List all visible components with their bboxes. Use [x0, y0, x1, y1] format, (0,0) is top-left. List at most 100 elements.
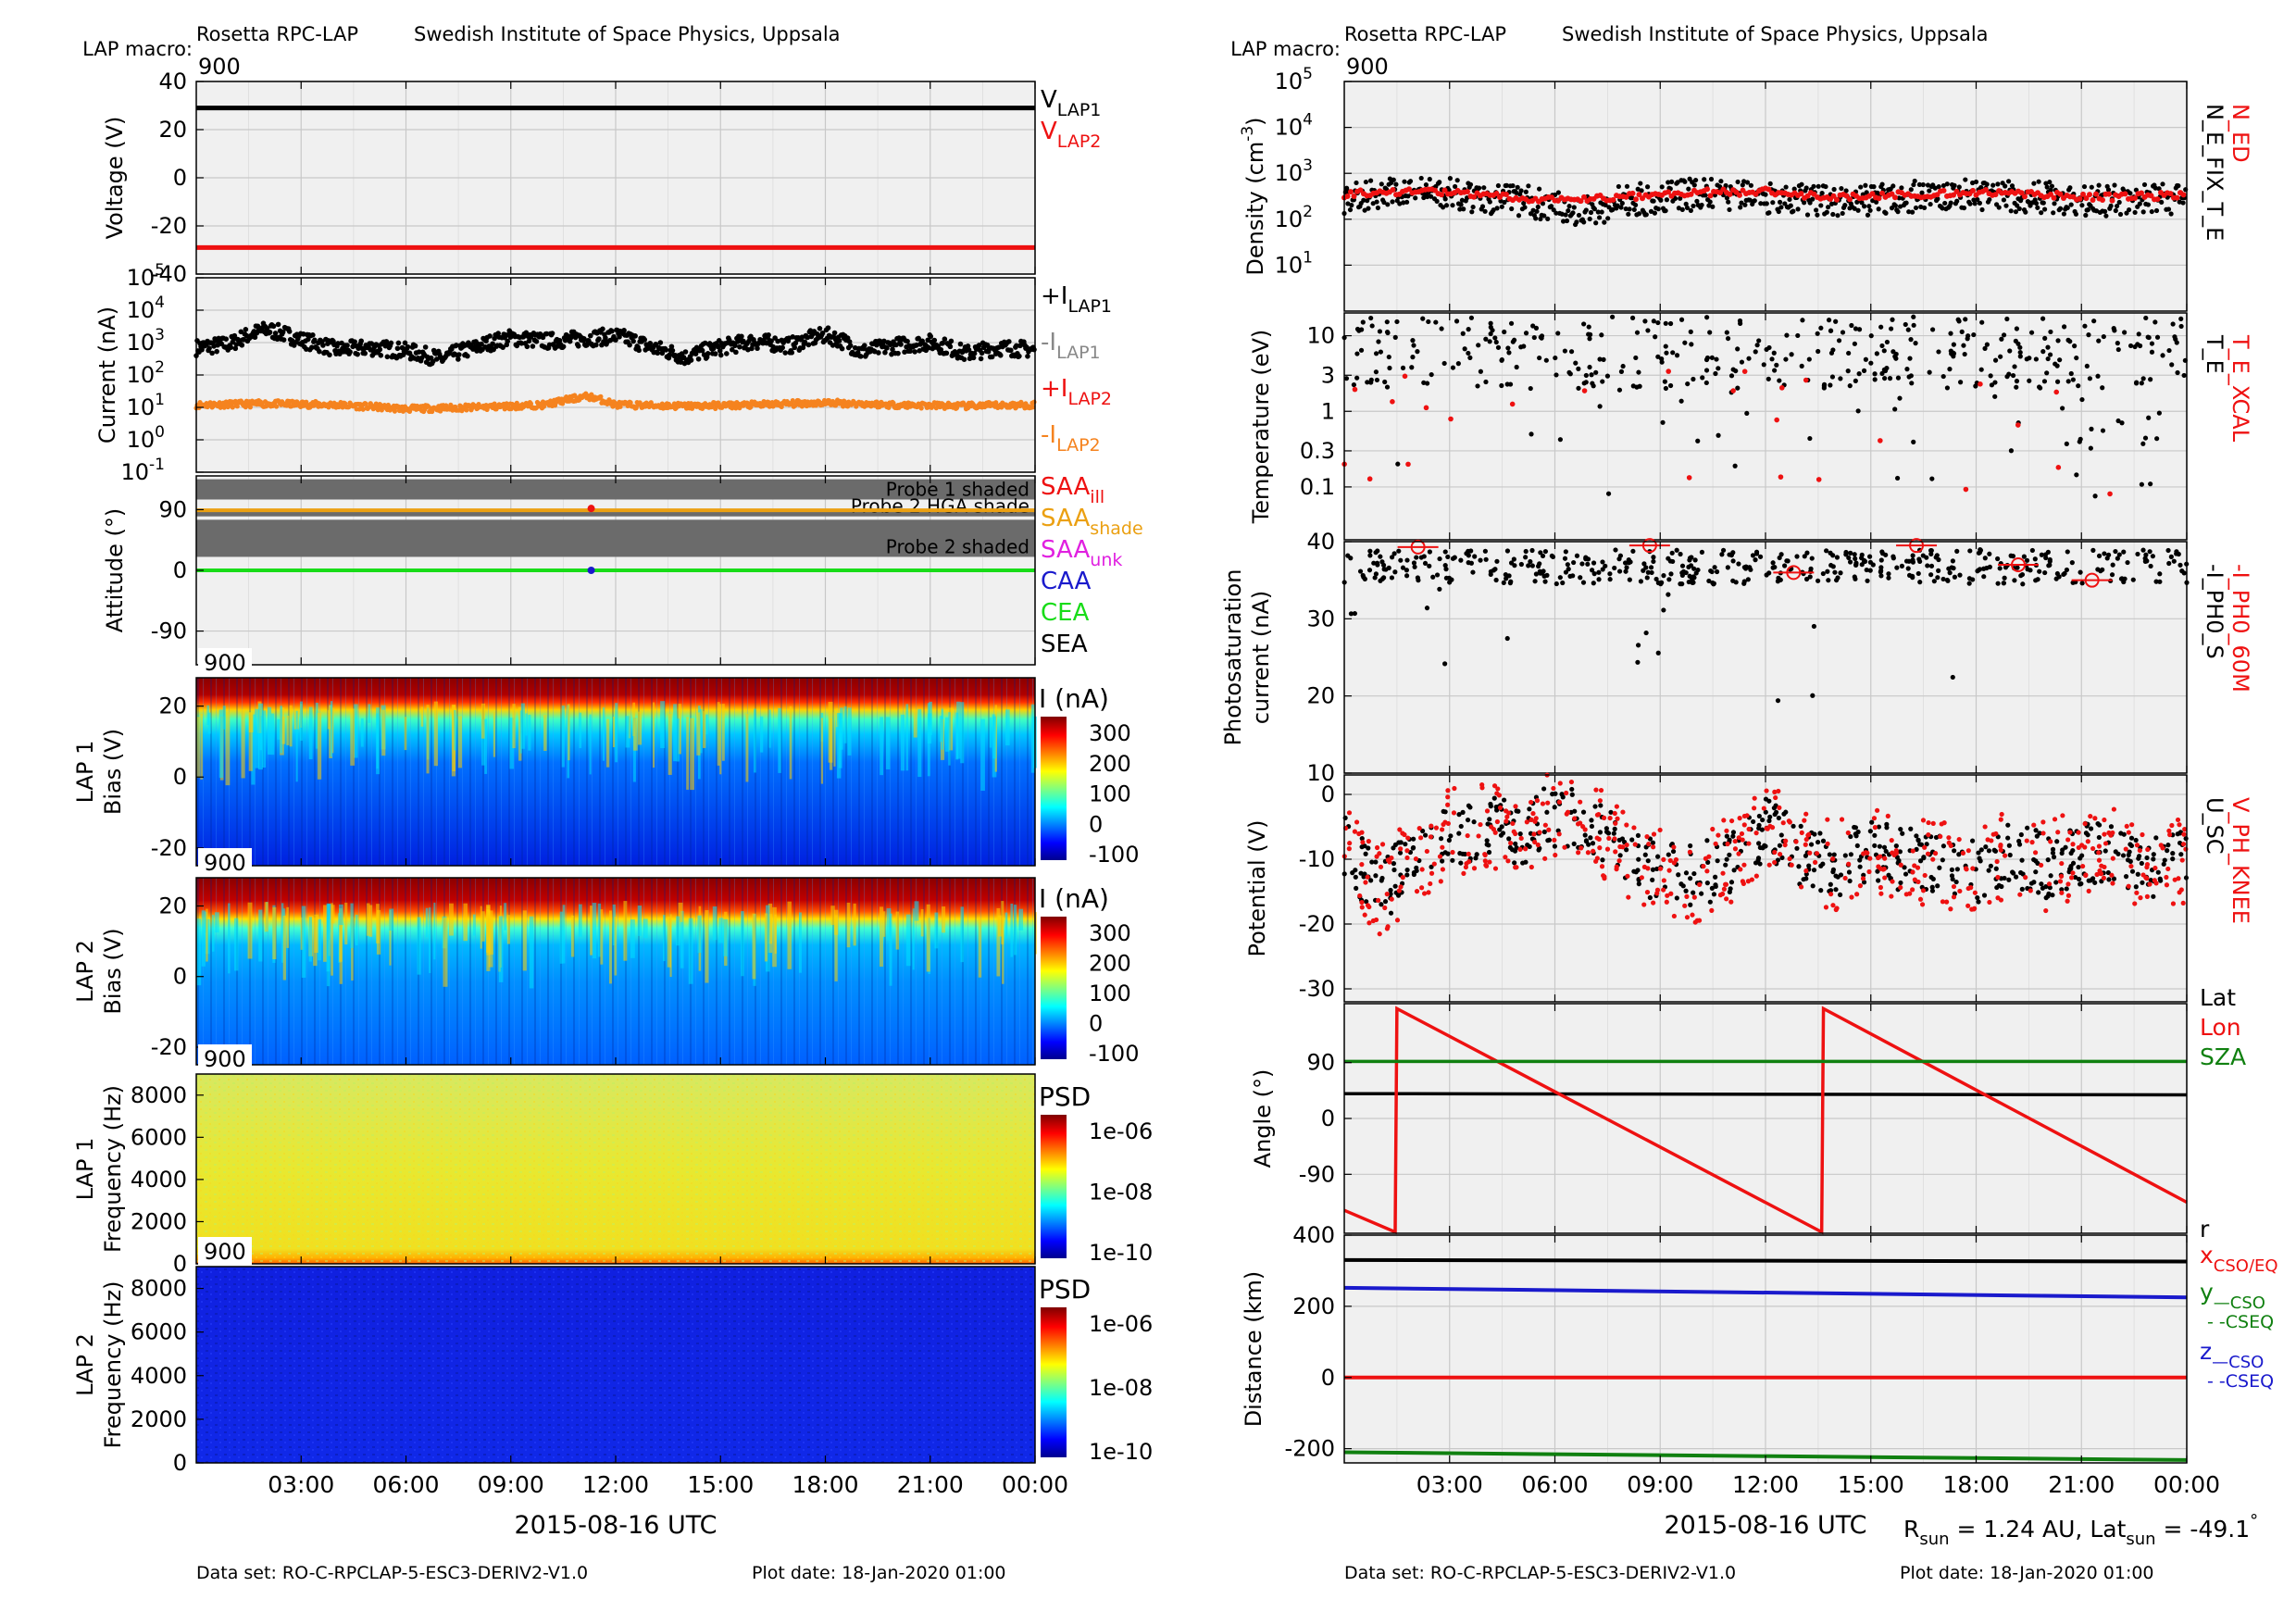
data-point	[2135, 871, 2140, 877]
data-point	[2174, 340, 2179, 345]
data-point	[2082, 323, 2088, 329]
data-point	[1430, 574, 1436, 580]
data-point	[1348, 611, 1354, 617]
data-point	[1898, 880, 1903, 886]
data-point	[1834, 196, 1840, 203]
data-point	[1903, 200, 1909, 206]
heatmap-streak	[420, 706, 424, 727]
data-point	[1478, 557, 1483, 563]
data-point	[1798, 823, 1803, 830]
data-point	[2153, 207, 2160, 214]
data-point	[2003, 203, 2009, 208]
data-point	[560, 344, 567, 350]
data-point	[737, 344, 742, 350]
data-point	[1564, 218, 1570, 224]
data-point	[755, 345, 760, 352]
data-point	[1438, 836, 1444, 842]
data-point	[1704, 838, 1710, 843]
data-point	[273, 404, 280, 409]
data-point	[893, 342, 899, 348]
data-point	[1377, 329, 1383, 334]
data-point	[918, 406, 924, 411]
heatmap-streak	[200, 713, 203, 780]
heatmap-streak	[939, 716, 943, 743]
data-point	[1633, 355, 1639, 361]
data-point	[2119, 420, 2125, 426]
data-point	[1944, 181, 1950, 187]
data-point	[1766, 344, 1772, 351]
data-point	[1384, 319, 1390, 325]
data-point	[970, 355, 977, 361]
data-point	[1366, 206, 1371, 211]
data-point	[1895, 375, 1902, 381]
data-point	[2096, 338, 2102, 344]
data-point	[1634, 330, 1641, 335]
data-point	[2113, 207, 2118, 214]
data-point	[1375, 205, 1380, 211]
data-point	[2130, 577, 2136, 582]
heatmap-streak	[673, 704, 678, 762]
data-point	[2090, 197, 2096, 204]
data-point	[556, 338, 563, 344]
colorbar-label: PSD	[1039, 1274, 1091, 1305]
data-point	[1006, 339, 1012, 344]
data-point	[789, 349, 795, 356]
heatmap-streak	[637, 906, 643, 936]
data-point	[1571, 841, 1577, 846]
data-point	[1863, 182, 1868, 188]
data-point	[2084, 363, 2090, 369]
data-point	[1882, 375, 1888, 381]
data-point	[272, 331, 279, 336]
header-institute: Swedish Institute of Space Physics, Upps…	[1562, 23, 1989, 45]
data-point	[1504, 635, 1510, 642]
data-point	[2042, 569, 2048, 576]
data-point	[2147, 549, 2152, 555]
data-point	[2135, 551, 2140, 557]
data-point	[1581, 381, 1587, 386]
heatmap-streak	[820, 718, 824, 784]
heatmap-streak	[225, 712, 231, 786]
heatmap-streak	[643, 918, 648, 939]
data-point	[1810, 196, 1816, 202]
data-point	[1899, 185, 1904, 191]
data-point	[2074, 472, 2079, 478]
data-point	[1917, 558, 1923, 565]
data-point	[1986, 848, 1992, 854]
data-point	[1488, 320, 1493, 326]
data-point	[1858, 184, 1864, 190]
data-point	[1771, 350, 1777, 356]
data-point	[1929, 327, 1936, 332]
data-point	[2144, 558, 2150, 564]
x-tick-label: 12:00	[582, 1471, 649, 1498]
data-point	[1629, 315, 1636, 320]
data-point	[1952, 182, 1957, 189]
data-point	[989, 354, 995, 360]
data-point	[358, 338, 364, 344]
data-point	[1350, 870, 1355, 876]
colorbar-tick-label: -100	[1089, 1041, 1139, 1067]
data-point	[2161, 861, 2166, 867]
data-point	[1772, 368, 1778, 373]
data-point	[1877, 843, 1883, 849]
data-point	[1348, 189, 1354, 195]
data-point	[1848, 852, 1853, 857]
y-tick-label: -20	[151, 213, 187, 239]
heatmap-streak	[759, 716, 764, 753]
data-point	[1788, 203, 1793, 208]
data-point	[2160, 181, 2165, 187]
data-point	[2103, 213, 2109, 219]
data-point	[1730, 388, 1736, 394]
data-point	[2166, 560, 2172, 567]
colorbar-tick-label: 1e-10	[1089, 1240, 1153, 1266]
data-point	[2035, 205, 2040, 210]
data-point	[1719, 552, 1725, 557]
y-axis-label: Temperature (eV)	[1248, 330, 1274, 525]
heatmap-streak	[498, 916, 504, 982]
heatmap-streak	[996, 907, 1001, 977]
data-point	[2065, 379, 2071, 384]
data-point	[2154, 436, 2160, 442]
heatmap-streak	[741, 911, 744, 977]
data-point	[912, 349, 917, 355]
